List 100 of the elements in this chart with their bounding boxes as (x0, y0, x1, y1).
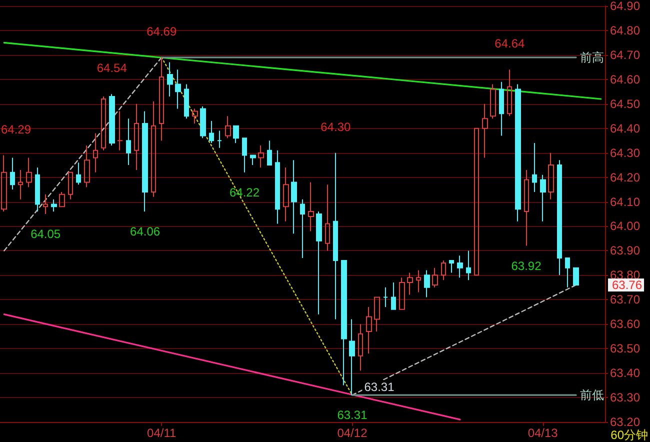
candlestick (524, 169, 529, 246)
candlestick (349, 318, 355, 396)
candlestick (101, 96, 106, 151)
y-tick-label: 63.60 (610, 317, 640, 332)
text: 64.64 (494, 36, 525, 51)
x-tick-label: 04/11 (147, 426, 177, 440)
candlestick (283, 167, 289, 222)
candlestick (291, 160, 297, 234)
candlestick (366, 306, 372, 354)
y-tick-label: 64.80 (610, 23, 640, 38)
text: 64.30 (320, 120, 351, 134)
candlestick (490, 84, 496, 120)
candlestick (432, 267, 438, 288)
text: 64.54 (96, 61, 127, 76)
candlestick (548, 152, 554, 200)
candlestick (68, 172, 73, 200)
candlestick (424, 270, 430, 298)
text: 64.05 (30, 227, 61, 241)
candlestick (43, 194, 48, 214)
candlestick (449, 260, 454, 274)
candlestick (308, 182, 314, 232)
y-tick-label: 64.50 (610, 96, 640, 111)
candlestick (76, 162, 81, 186)
candlestick (416, 270, 421, 293)
candlestick (167, 62, 173, 98)
candlestick (142, 110, 148, 212)
y-tick-label: 63.70 (610, 292, 640, 307)
candlestick (209, 120, 214, 144)
candlestick (126, 118, 131, 166)
y-tick-label: 63.50 (610, 342, 640, 356)
candlestick (540, 174, 546, 222)
y-tick-label: 63.90 (610, 244, 640, 258)
candlestick (532, 142, 537, 192)
y-tick-label: 64.20 (610, 170, 640, 184)
candlestick (151, 100, 156, 198)
candlestick (557, 160, 562, 276)
candlestick (242, 138, 247, 173)
candlestick (507, 69, 512, 117)
y-tick-label: 63.40 (610, 366, 640, 380)
candlestick (192, 108, 198, 124)
y-tick-label: 64.40 (610, 121, 640, 136)
text: 60分钟 (610, 428, 648, 442)
candlestick (457, 255, 463, 278)
candlestick (93, 132, 98, 173)
candlestick (217, 130, 222, 148)
candlestick (109, 94, 115, 146)
candlestick (407, 272, 413, 296)
candlestick (499, 81, 504, 136)
candlestick (134, 103, 139, 170)
candlestick (383, 286, 388, 308)
candlestick (59, 191, 65, 208)
candlestick (515, 84, 521, 222)
candlestick (374, 296, 380, 332)
candlestick (316, 211, 322, 315)
candlestick (1, 154, 7, 212)
y-tick-label: 64.70 (610, 48, 640, 62)
candlestick (275, 150, 280, 224)
series-label: 前低 (580, 388, 604, 402)
candlestick (325, 184, 330, 252)
candlestick (233, 125, 239, 144)
candlestick (399, 277, 405, 310)
candlestick (474, 128, 479, 276)
candlestick (200, 106, 206, 139)
candlestick (358, 324, 363, 372)
candlestick (341, 260, 347, 386)
candlestick (26, 157, 32, 188)
y-tick-label: 64.60 (610, 72, 640, 86)
y-tick-label: 64.90 (610, 0, 640, 13)
candlestick (35, 167, 40, 212)
candlestick (51, 198, 57, 212)
candlestick (10, 157, 15, 190)
candlestick (565, 258, 570, 288)
text: 64.06 (130, 224, 160, 239)
candlestick (441, 260, 446, 281)
candlestick (573, 267, 579, 286)
text: 63.31 (337, 408, 368, 422)
text: 64.22 (229, 185, 260, 200)
candlestick (267, 140, 272, 166)
text: 64.69 (146, 24, 177, 38)
x-tick-label: 04/13 (528, 426, 558, 440)
candlestick (117, 110, 123, 151)
candlestick (18, 169, 23, 200)
candlestick (300, 198, 305, 259)
candlestick (175, 69, 181, 110)
candlestick (482, 103, 488, 158)
candlestick (184, 84, 189, 120)
candlestick (333, 152, 338, 320)
y-tick-label: 64.00 (610, 219, 640, 234)
series-label: 前高 (580, 50, 604, 64)
text: 64.29 (1, 122, 32, 136)
y-tick-label: 63.30 (610, 390, 640, 405)
y-tick-label: 63.20 (610, 415, 640, 429)
candlestick (258, 144, 264, 168)
y-tick-label: 64.10 (610, 194, 640, 209)
x-tick-label: 04/12 (337, 426, 368, 440)
candlestick (84, 144, 90, 188)
candlestick (159, 56, 164, 142)
annotation: 63.76 (612, 278, 642, 292)
data-label: 63.31 (364, 380, 395, 394)
text: 63.92 (511, 258, 542, 273)
